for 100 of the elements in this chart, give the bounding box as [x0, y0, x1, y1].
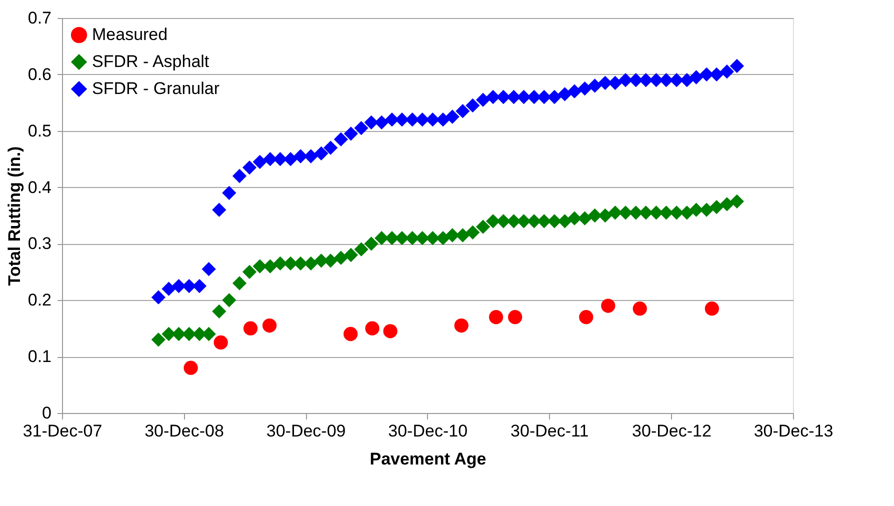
y-tick-label: 0.7 — [28, 8, 52, 28]
point — [618, 73, 633, 88]
x-tick-label: 30-Dec-13 — [754, 422, 834, 440]
legend-label: SFDR - Asphalt — [92, 52, 210, 71]
point — [334, 250, 348, 265]
point — [426, 231, 440, 246]
y-tick-label: 0.6 — [28, 64, 52, 84]
point — [324, 254, 338, 268]
point — [567, 84, 582, 98]
point — [704, 302, 719, 316]
point — [252, 154, 267, 169]
point — [202, 262, 216, 276]
point — [700, 202, 714, 217]
point — [680, 73, 694, 88]
point — [720, 197, 734, 212]
point — [334, 132, 348, 146]
point — [527, 214, 542, 228]
point — [689, 202, 704, 217]
point — [354, 242, 368, 256]
point — [558, 87, 572, 102]
point — [466, 225, 480, 240]
point — [232, 276, 247, 290]
point — [669, 206, 684, 220]
point — [659, 206, 674, 220]
point — [476, 220, 490, 234]
y-tick-label: 0.1 — [28, 347, 52, 366]
point — [730, 58, 744, 74]
point — [436, 231, 450, 246]
point — [710, 200, 724, 214]
point — [628, 73, 643, 88]
point — [638, 73, 653, 88]
point — [162, 326, 176, 342]
point — [579, 310, 594, 324]
point — [649, 73, 664, 88]
point — [304, 256, 318, 271]
point — [192, 278, 207, 294]
point — [214, 335, 228, 350]
point — [344, 126, 358, 141]
point — [506, 90, 521, 104]
x-tick-label: 30-Dec-10 — [388, 422, 468, 440]
point — [669, 73, 684, 88]
y-tick-label: 0.5 — [28, 121, 52, 140]
y-tick-label: 0 — [42, 404, 52, 422]
point — [212, 202, 226, 217]
point — [263, 152, 278, 166]
point — [304, 149, 318, 164]
legend-label: SFDR - Granular — [92, 79, 220, 98]
point — [151, 332, 166, 347]
point — [212, 304, 226, 318]
point — [273, 256, 288, 271]
point — [182, 278, 196, 294]
point — [700, 67, 714, 82]
point — [262, 318, 277, 333]
point — [508, 310, 522, 324]
point — [415, 112, 430, 127]
point — [720, 64, 734, 79]
point — [184, 360, 198, 375]
point — [632, 302, 647, 316]
point — [466, 98, 480, 113]
point — [252, 259, 267, 274]
point — [628, 206, 643, 220]
point — [608, 76, 622, 90]
point — [383, 324, 398, 338]
point — [445, 228, 460, 242]
point — [242, 160, 257, 175]
point — [598, 208, 612, 223]
point — [608, 206, 622, 220]
point — [151, 290, 166, 304]
point — [588, 78, 602, 93]
point — [547, 214, 562, 228]
point — [558, 214, 572, 228]
point — [364, 115, 378, 130]
point — [354, 120, 368, 136]
point — [445, 110, 460, 124]
x-tick-label: 30-Dec-09 — [266, 422, 346, 440]
point — [476, 92, 490, 107]
x-axis-title: Pavement Age — [370, 450, 486, 468]
point — [162, 282, 176, 296]
point — [537, 214, 552, 228]
point — [730, 194, 744, 208]
y-axis-title: Total Rutting (in.) — [4, 146, 24, 286]
point — [344, 326, 358, 342]
point — [567, 211, 582, 226]
y-tick-label: 0.3 — [28, 234, 52, 254]
point — [486, 90, 500, 104]
point — [578, 211, 592, 226]
point — [516, 214, 531, 228]
point — [456, 228, 470, 242]
point — [182, 326, 196, 342]
point — [364, 236, 378, 251]
point — [537, 90, 552, 104]
point — [293, 149, 308, 164]
point — [680, 206, 694, 220]
point — [273, 152, 288, 166]
point — [314, 146, 328, 160]
x-tick-label: 31-Dec-07 — [22, 422, 102, 440]
point — [374, 115, 389, 130]
y-tick-label: 0.4 — [28, 178, 52, 197]
x-tick-label: 30-Dec-12 — [632, 422, 712, 440]
point — [710, 67, 724, 82]
